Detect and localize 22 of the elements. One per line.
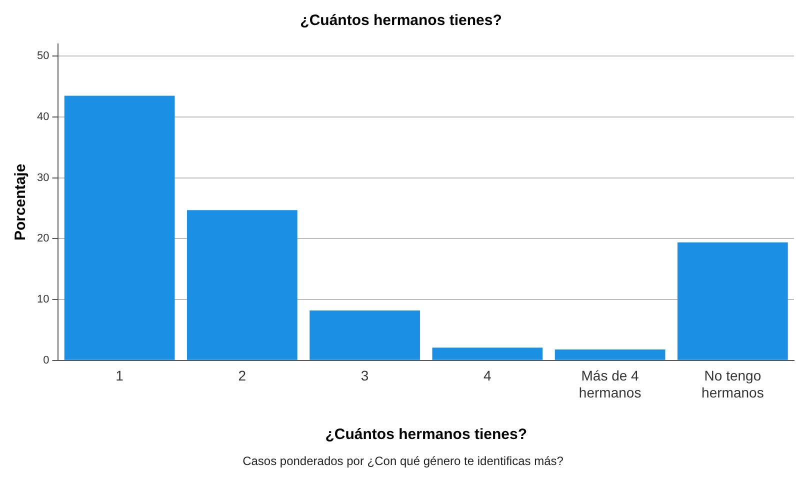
y-tick-label: 10 — [36, 294, 50, 306]
x-tick-label: No tengo hermanos — [702, 368, 764, 400]
x-tick-label: Más de 4 hermanos — [578, 368, 642, 400]
bar — [64, 96, 175, 360]
y-tick-label: 20 — [36, 232, 50, 245]
y-tick-label: 0 — [43, 354, 50, 366]
x-tick-label: 1 — [116, 368, 124, 384]
bar — [186, 210, 298, 360]
x-tick-label: 4 — [484, 368, 492, 384]
bar — [554, 349, 666, 360]
x-tick-label: 2 — [238, 368, 246, 384]
chart-title: ¿Cuántos hermanos tienes? — [300, 12, 502, 30]
text: Casos ponderados por ¿Con qué género te identificas más? — [242, 454, 564, 468]
y-tick-label: 30 — [36, 172, 50, 184]
x-tick-label: 3 — [360, 368, 369, 384]
bar — [310, 310, 420, 360]
bar — [678, 242, 788, 360]
y-axis-title: Porcentaje — [12, 164, 30, 241]
x-axis-title: ¿Cuántos hermanos tienes? — [325, 426, 527, 444]
bar — [432, 348, 543, 360]
y-tick-label: 40 — [36, 111, 50, 124]
y-tick-label: 50 — [36, 50, 50, 62]
